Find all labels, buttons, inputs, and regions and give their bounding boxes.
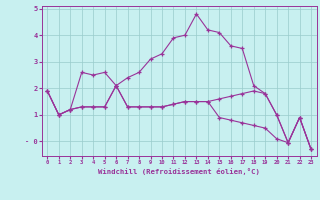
X-axis label: Windchill (Refroidissement éolien,°C): Windchill (Refroidissement éolien,°C) xyxy=(98,168,260,175)
